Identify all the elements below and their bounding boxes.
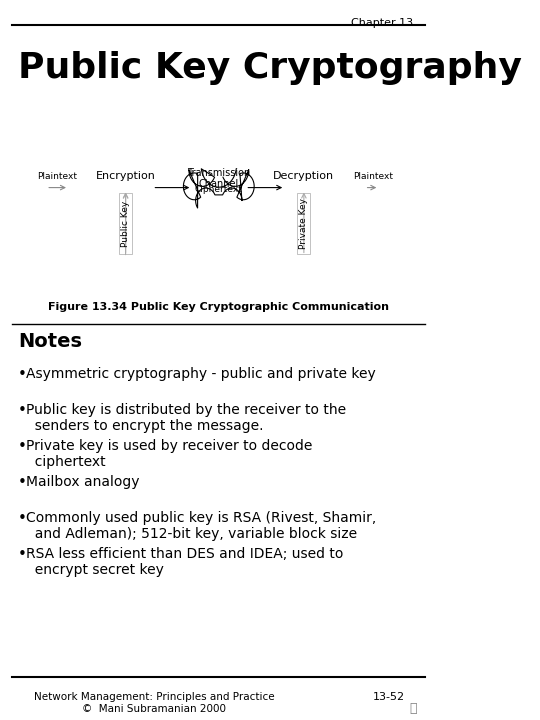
- Text: Notes: Notes: [18, 332, 82, 351]
- Text: Decryption: Decryption: [273, 171, 334, 181]
- Text: Mailbox analogy: Mailbox analogy: [26, 475, 139, 489]
- Text: 13-52: 13-52: [373, 693, 405, 703]
- Text: •: •: [18, 403, 26, 418]
- FancyBboxPatch shape: [298, 192, 310, 254]
- Text: •: •: [18, 511, 26, 526]
- Text: Private Key: Private Key: [299, 198, 308, 249]
- Text: Plaintext: Plaintext: [353, 171, 393, 181]
- Text: Ciphertext: Ciphertext: [195, 185, 242, 194]
- Text: •: •: [18, 546, 26, 562]
- FancyBboxPatch shape: [119, 192, 132, 254]
- Text: Asymmetric cryptography - public and private key: Asymmetric cryptography - public and pri…: [26, 367, 376, 381]
- Text: •: •: [18, 367, 26, 382]
- Text: Network Management: Principles and Practice
©  Mani Subramanian 2000: Network Management: Principles and Pract…: [33, 693, 274, 714]
- Text: Public key is distributed by the receiver to the
  senders to encrypt the messag: Public key is distributed by the receive…: [26, 403, 346, 433]
- Text: Commonly used public key is RSA (Rivest, Shamir,
  and Adleman); 512-bit key, va: Commonly used public key is RSA (Rivest,…: [26, 511, 376, 541]
- Text: Public Key: Public Key: [121, 200, 130, 247]
- Text: Transmission
Channel: Transmission Channel: [187, 168, 251, 189]
- Text: Private key is used by receiver to decode
  ciphertext: Private key is used by receiver to decod…: [26, 439, 312, 469]
- Text: Chapter 13: Chapter 13: [351, 18, 413, 28]
- Text: •: •: [18, 439, 26, 454]
- Text: RSA less efficient than DES and IDEA; used to
  encrypt secret key: RSA less efficient than DES and IDEA; us…: [26, 546, 343, 577]
- Text: Plaintext: Plaintext: [37, 171, 77, 181]
- Text: 🔊: 🔊: [409, 702, 417, 715]
- Text: Figure 13.34 Public Key Cryptographic Communication: Figure 13.34 Public Key Cryptographic Co…: [48, 302, 389, 312]
- Text: •: •: [18, 475, 26, 490]
- Text: Encryption: Encryption: [96, 171, 156, 181]
- Text: Public Key Cryptography: Public Key Cryptography: [18, 51, 522, 85]
